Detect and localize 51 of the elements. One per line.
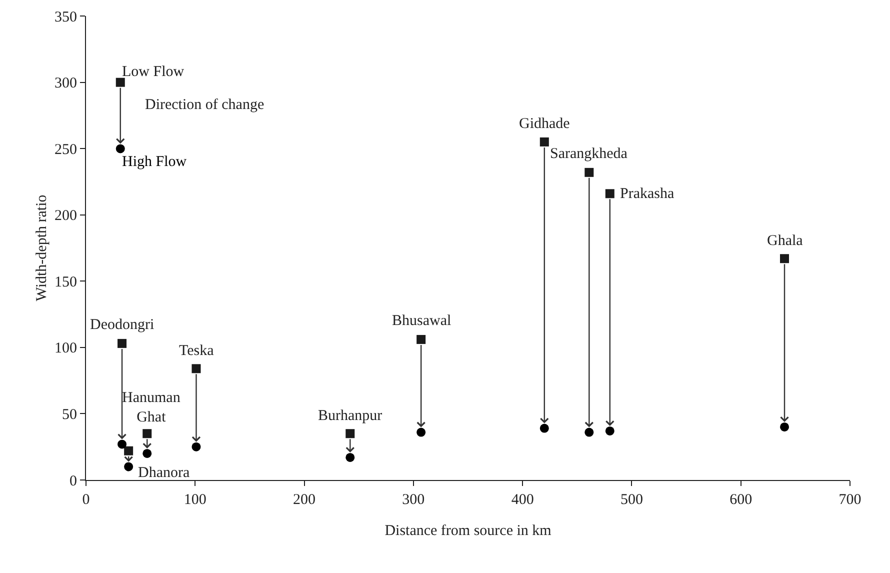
annotation: Teska (179, 343, 214, 359)
x-tick-label: 600 (730, 492, 752, 508)
point (780, 254, 790, 264)
point (124, 462, 134, 472)
y-axis-title: Width-depth ratio (34, 194, 50, 302)
annotation: Prakasha (620, 186, 674, 202)
point (540, 424, 549, 433)
point (584, 168, 594, 177)
point (124, 446, 134, 456)
legend-label: Low Flow (122, 64, 184, 80)
annotation: Direction of change (145, 97, 264, 113)
point (192, 442, 201, 452)
y-tick-label: 350 (54, 9, 77, 26)
x-tick-label: 300 (402, 492, 425, 508)
point (192, 364, 201, 374)
annotation: Burhanpur (318, 408, 382, 424)
annotation: Deodongri (90, 317, 154, 333)
y-tick-label: 100 (54, 340, 77, 357)
annotation: Gidhade (519, 116, 570, 132)
annotation: Dhanora (138, 465, 190, 481)
y-tick-label: 150 (54, 274, 77, 290)
point (346, 429, 355, 438)
annotation: Bhusawal (392, 313, 452, 329)
x-tick-label: 100 (184, 492, 206, 508)
y-tick-label: 0 (70, 473, 77, 490)
x-tick-label: 700 (838, 492, 862, 508)
x-tick-label: 200 (293, 492, 316, 508)
y-tick-label: 200 (54, 208, 77, 224)
y-tick-label: 50 (62, 406, 77, 423)
point (416, 428, 426, 437)
point (142, 448, 152, 458)
x-tick-label: 400 (511, 492, 534, 508)
point (118, 440, 127, 449)
x-tick-label: 500 (620, 492, 643, 508)
point (780, 422, 790, 432)
point (416, 334, 426, 344)
x-axis-title: Distance from source in km (384, 523, 552, 539)
point (584, 428, 594, 437)
point (540, 137, 549, 146)
point (605, 426, 614, 436)
point (118, 338, 127, 348)
text: High Flow (122, 154, 187, 170)
point (346, 452, 355, 462)
y-tick-label: 250 (54, 142, 77, 158)
y-tick-label: 300 (54, 76, 77, 92)
x-tick-label: 0 (82, 492, 90, 508)
point (605, 189, 614, 198)
annotation: Sarangkheda (550, 146, 628, 162)
annotation: Ghala (767, 233, 804, 249)
point (142, 429, 152, 438)
annotation: Hanuman Ghat (122, 390, 181, 426)
